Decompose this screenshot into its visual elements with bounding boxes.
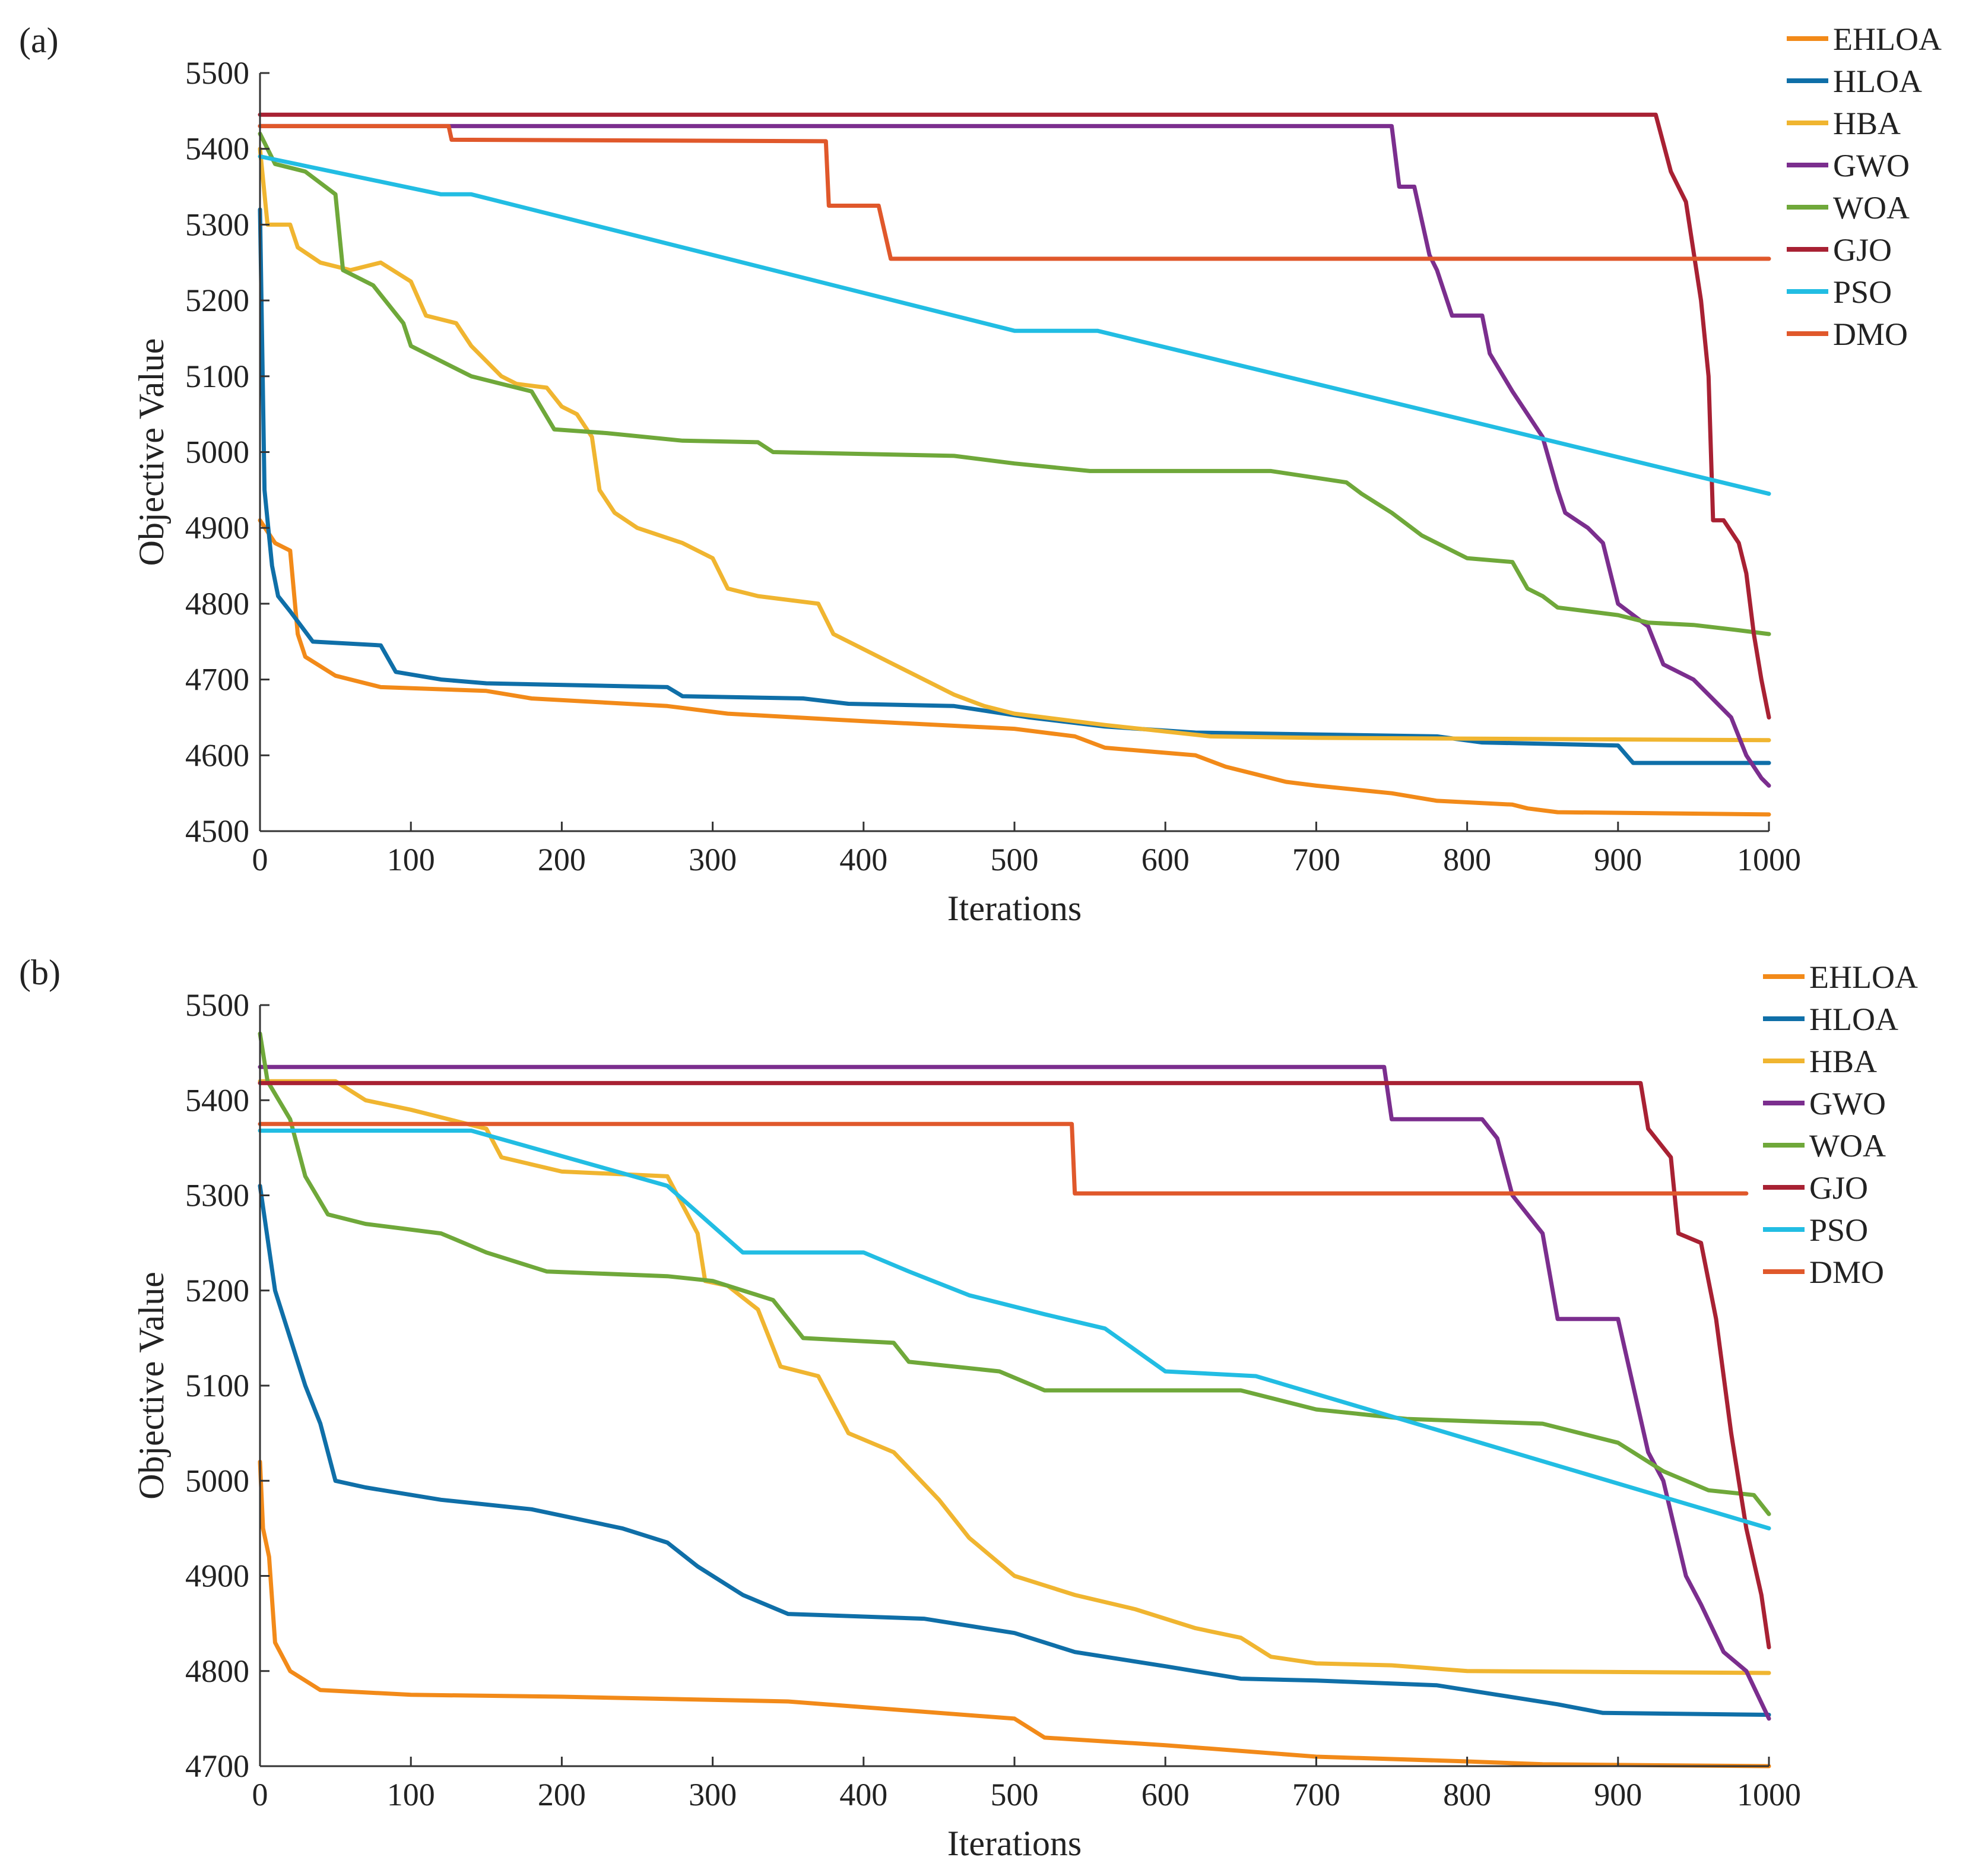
- series-line-hba: [258, 147, 1771, 743]
- y-tick-label: 5000: [185, 1463, 249, 1498]
- y-tick-label: 4600: [185, 737, 249, 773]
- legend-label-ehloa: EHLOA: [1809, 959, 1918, 995]
- legend-label-dmo: DMO: [1833, 316, 1908, 352]
- series-line-pso: [258, 1129, 1771, 1530]
- x-tick-label: 700: [1292, 1777, 1340, 1812]
- panel-a: (a) 0 100 200 300 400 500 600 700 800 900 1000 4500 4…: [19, 21, 1942, 928]
- x-tick-label: 300: [689, 1777, 737, 1812]
- y-tick-label: 5200: [185, 1273, 249, 1308]
- legend-label-hba: HBA: [1809, 1044, 1877, 1079]
- x-tick-label: 800: [1443, 842, 1491, 877]
- legend-label-gjo: GJO: [1833, 232, 1892, 268]
- series-line-hloa: [258, 207, 1771, 765]
- legend: EHLOA HLOA HBA GWO WOA GJO PSO DMO: [1787, 21, 1942, 352]
- x-tick-label: 600: [1141, 1777, 1190, 1812]
- x-tick-label: 800: [1443, 1777, 1491, 1812]
- series-line-ehloa: [258, 518, 1771, 817]
- legend-label-hba: HBA: [1833, 106, 1901, 141]
- legend-label-ehloa: EHLOA: [1833, 21, 1942, 57]
- legend-label-woa: WOA: [1833, 190, 1910, 226]
- legend: EHLOA HLOA HBA GWO WOA GJO PSO DMO: [1763, 959, 1918, 1290]
- x-tick-label: 500: [991, 1777, 1039, 1812]
- y-tick-label: 4700: [185, 662, 249, 698]
- y-tick-label: 5000: [185, 435, 249, 470]
- x-tick-label: 200: [538, 1777, 586, 1812]
- series-line-dmo: [258, 1121, 1749, 1196]
- series-line-gjo: [258, 112, 1771, 720]
- y-tick-label: 5100: [185, 1368, 249, 1403]
- panel-b: (b) 0 100 200 300 400 500 600 700 800 900 1000 4700 4…: [19, 953, 1918, 1863]
- legend-label-dmo: DMO: [1809, 1254, 1884, 1290]
- x-tick-label: 0: [252, 1777, 268, 1812]
- x-tick-label: 900: [1594, 842, 1642, 877]
- x-tick-label: 100: [387, 842, 435, 877]
- y-tick-label: 5300: [185, 207, 249, 242]
- x-axis-label: Iterations: [947, 1824, 1082, 1863]
- x-tick-label: 1000: [1737, 1777, 1801, 1812]
- y-tick-label: 4800: [185, 586, 249, 622]
- legend-label-gjo: GJO: [1809, 1170, 1868, 1206]
- series-line-gwo: [258, 1064, 1771, 1721]
- y-axis-label: Objective Value: [132, 1272, 171, 1500]
- y-tick-label: 5100: [185, 359, 249, 394]
- y-tick-label: 4500: [185, 813, 249, 849]
- x-tick-label: 400: [839, 842, 887, 877]
- y-tick-label: 5500: [185, 55, 249, 91]
- panel-label: (a): [19, 21, 59, 60]
- x-tick-label: 900: [1594, 1777, 1642, 1812]
- series-line-gjo: [258, 1080, 1771, 1650]
- x-tick-label: 500: [991, 842, 1039, 877]
- legend-label-pso: PSO: [1833, 274, 1892, 310]
- y-axis-label: Objective Value: [132, 338, 171, 566]
- series-line-hloa: [258, 1184, 1771, 1717]
- series-line-gwo: [258, 123, 1771, 788]
- y-tick-label: 4800: [185, 1653, 249, 1689]
- y-tick-label: 4900: [185, 510, 249, 546]
- y-tick-label: 5300: [185, 1178, 249, 1213]
- legend-label-hloa: HLOA: [1809, 1002, 1898, 1037]
- x-tick-label: 600: [1141, 842, 1190, 877]
- panel-label: (b): [19, 953, 61, 992]
- legend-label-woa: WOA: [1809, 1128, 1886, 1164]
- legend-label-gwo: GWO: [1809, 1086, 1886, 1121]
- legend-label-hloa: HLOA: [1833, 64, 1922, 99]
- x-tick-label: 0: [252, 842, 268, 877]
- legend-label-pso: PSO: [1809, 1212, 1868, 1248]
- series-line-pso: [258, 154, 1771, 496]
- x-tick-label: 300: [689, 842, 737, 877]
- series-line-ehloa: [258, 1459, 1771, 1769]
- y-tick-label: 4900: [185, 1558, 249, 1594]
- series-line-woa: [258, 131, 1771, 636]
- x-tick-label: 1000: [1737, 842, 1801, 877]
- series-line-woa: [258, 1031, 1771, 1516]
- x-tick-label: 200: [538, 842, 586, 877]
- y-tick-label: 5400: [185, 131, 249, 167]
- x-tick-label: 400: [839, 1777, 887, 1812]
- series-line-dmo: [258, 123, 1771, 261]
- legend-label-gwo: GWO: [1833, 148, 1910, 183]
- x-tick-label: 700: [1292, 842, 1340, 877]
- y-tick-label: 5500: [185, 987, 249, 1023]
- x-tick-label: 100: [387, 1777, 435, 1812]
- x-axis-label: Iterations: [947, 889, 1082, 928]
- y-tick-label: 4700: [185, 1748, 249, 1784]
- y-tick-label: 5400: [185, 1082, 249, 1118]
- y-tick-label: 5200: [185, 283, 249, 318]
- series-line-hba: [258, 1079, 1771, 1675]
